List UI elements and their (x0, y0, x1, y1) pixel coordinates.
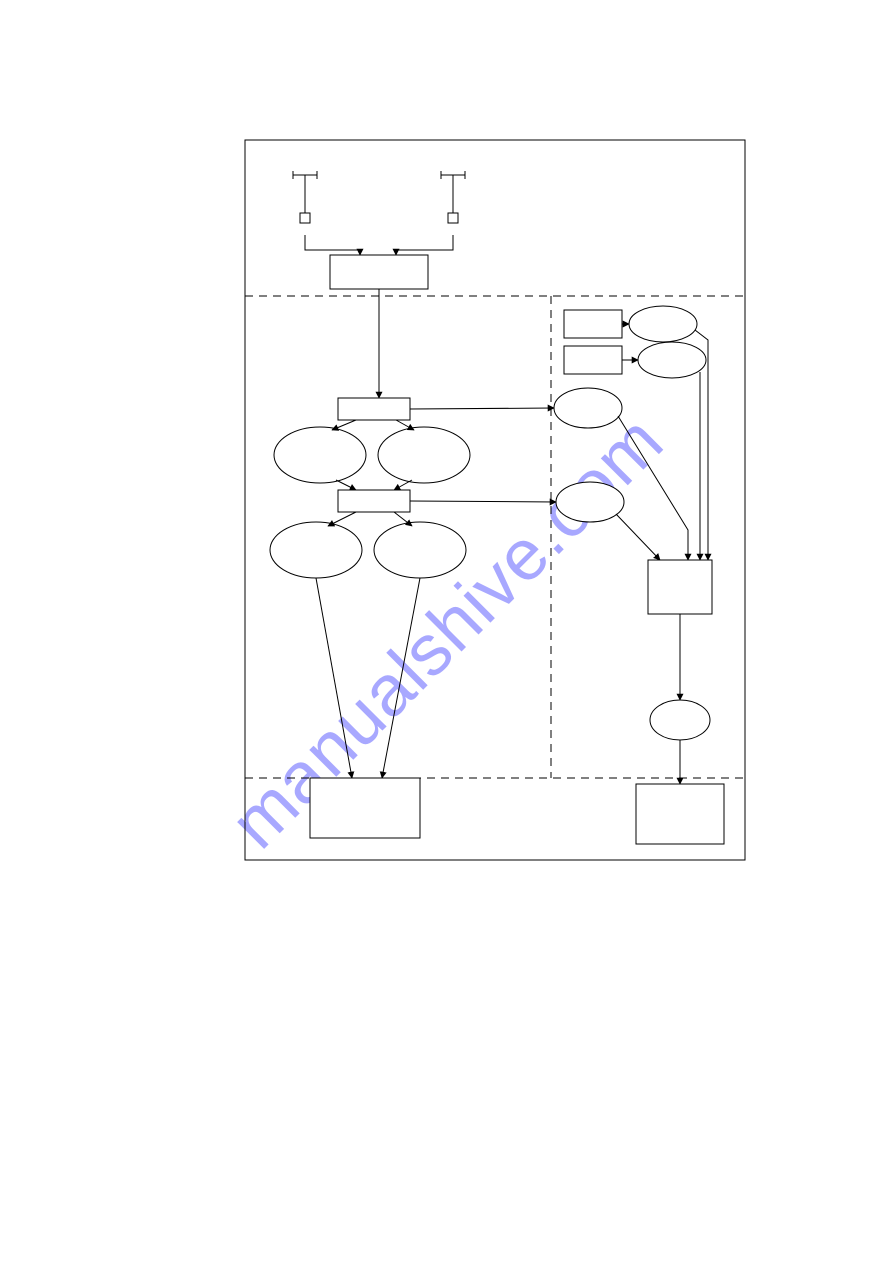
flowchart-diagram (0, 0, 893, 1263)
